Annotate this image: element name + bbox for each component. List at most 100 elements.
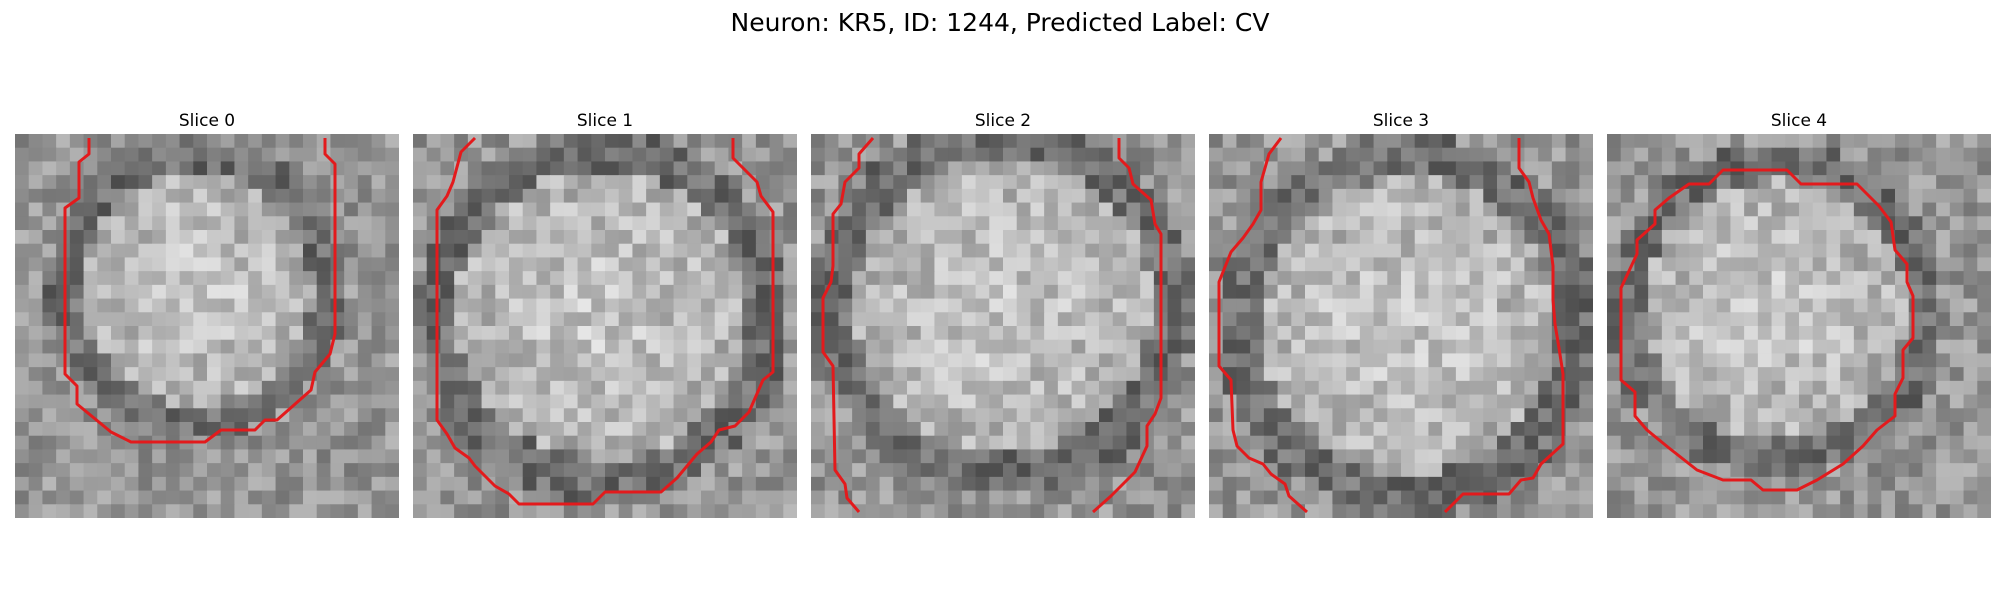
pixel-tile [1538, 476, 1553, 492]
pixel-tile [1510, 326, 1526, 341]
pixel-tile [1250, 134, 1265, 149]
pixel-tile [1812, 380, 1828, 396]
pixel-tile [1057, 435, 1073, 451]
pixel-tile [248, 449, 263, 464]
pixel-tile [1291, 367, 1306, 382]
pixel-tile [316, 476, 332, 492]
pixel-tile [179, 175, 194, 190]
pixel-tile [1236, 312, 1251, 327]
pixel-tile [1538, 312, 1553, 327]
pixel-tile [1455, 161, 1471, 176]
pixel-tile [509, 408, 524, 423]
pixel-tile [1071, 408, 1086, 423]
pixel-tile [1030, 422, 1045, 437]
pixel-tile [248, 188, 263, 204]
slice-image-2 [811, 134, 1195, 518]
pixel-tile [1826, 175, 1841, 190]
pixel-tile [907, 161, 922, 176]
pixel-tile [1757, 339, 1773, 355]
pixel-tile [1908, 339, 1924, 355]
pixel-tile [83, 490, 98, 505]
pixel-tile [1538, 271, 1553, 286]
pixel-tile [673, 367, 688, 382]
pixel-tile [948, 326, 963, 341]
pixel-tile [961, 449, 977, 464]
pixel-tile [1963, 134, 1978, 149]
pixel-tile [371, 175, 386, 190]
pixel-tile [1414, 257, 1430, 272]
pixel-tile [1579, 422, 1593, 437]
pixel-tile [1922, 188, 1937, 204]
pixel-tile [1140, 380, 1155, 396]
pixel-tile [248, 271, 263, 286]
pixel-tile [1140, 394, 1155, 409]
pixel-tile [1853, 476, 1869, 492]
pixel-tile [714, 353, 730, 368]
pixel-tile [97, 476, 112, 492]
pixel-tile [1497, 449, 1512, 464]
pixel-tile [1373, 134, 1388, 149]
pixel-tile [618, 271, 634, 286]
pixel-tile [811, 243, 826, 259]
pixel-tile [1126, 230, 1141, 245]
pixel-tile [1895, 449, 1910, 464]
pixel-tile [1085, 312, 1100, 327]
pixel-tile [742, 284, 757, 300]
pixel-tile [179, 367, 194, 382]
pixel-tile [1305, 463, 1320, 478]
pixel-tile [330, 298, 345, 313]
pixel-tile [357, 326, 373, 341]
pixel-tile [1963, 175, 1978, 190]
pixel-tile [961, 463, 977, 478]
pixel-tile [413, 367, 428, 382]
pixel-tile [1675, 326, 1690, 341]
pixel-tile [1085, 298, 1100, 313]
pixel-tile [673, 490, 688, 505]
pixel-tile [1524, 504, 1539, 518]
pixel-tile [495, 408, 510, 423]
pixel-tile [234, 312, 249, 327]
pixel-tile [989, 188, 1004, 204]
pixel-tile [1771, 380, 1786, 396]
pixel-tile [1209, 216, 1224, 231]
pixel-tile [563, 202, 579, 217]
pixel-tile [1318, 408, 1334, 423]
pixel-tile [1840, 449, 1855, 464]
pixel-tile [1771, 216, 1786, 231]
pixel-tile [261, 449, 277, 464]
pixel-tile [728, 271, 743, 286]
pixel-tile [591, 134, 606, 149]
pixel-tile [454, 490, 469, 505]
pixel-tile [193, 504, 208, 518]
pixel-tile [1634, 326, 1649, 341]
pixel-tile [1263, 490, 1279, 505]
pixel-tile [56, 435, 71, 451]
pixel-tile [646, 257, 661, 272]
pixel-tile [509, 380, 524, 396]
pixel-tile [1085, 188, 1100, 204]
pixel-tile [1140, 463, 1155, 478]
pixel-tile [1153, 175, 1169, 190]
pixel-tile [234, 202, 249, 217]
pixel-tile [1565, 202, 1580, 217]
pixel-tile [303, 284, 318, 300]
pixel-tile [755, 243, 771, 259]
pixel-tile [522, 271, 538, 286]
pixel-tile [1689, 188, 1704, 204]
pixel-tile [316, 271, 332, 286]
pixel-tile [1263, 243, 1279, 259]
pixel-tile [1236, 257, 1251, 272]
pixel-tile [111, 312, 126, 327]
pixel-tile [1977, 463, 1991, 478]
pixel-tile [467, 230, 483, 245]
pixel-tile [1949, 202, 1965, 217]
pixel-tile [1867, 134, 1882, 149]
pixel-tile [454, 394, 469, 409]
pixel-tile [330, 476, 345, 492]
pixel-tile [179, 422, 194, 437]
pixel-tile [1126, 216, 1141, 231]
pixel-tile [1112, 243, 1128, 259]
pixel-tile [1799, 449, 1814, 464]
pixel-tile [1538, 504, 1553, 518]
pixel-tile [234, 353, 249, 368]
